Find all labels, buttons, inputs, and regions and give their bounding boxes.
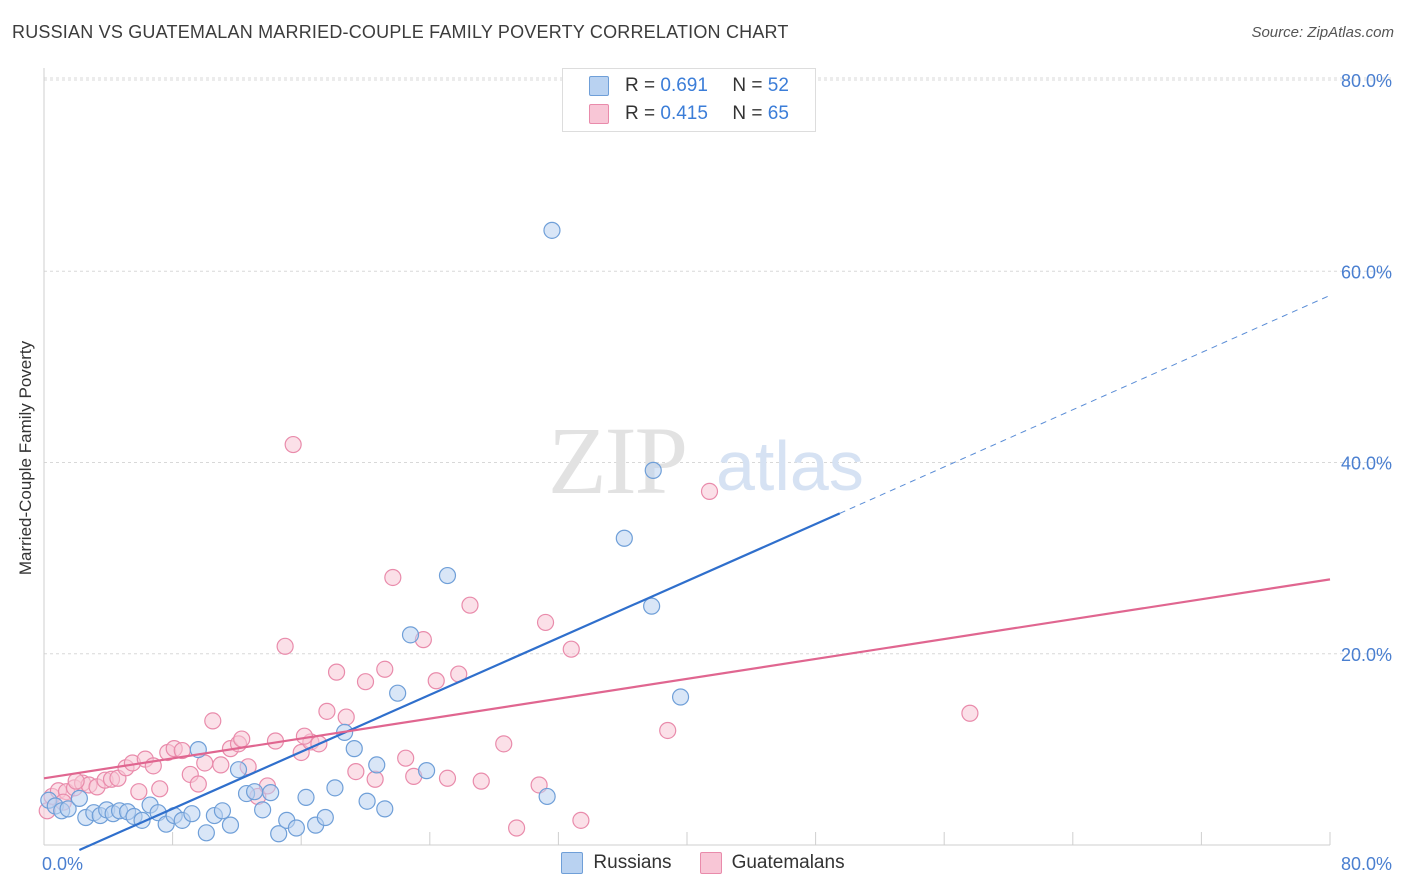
guatemalans-point [212,756,230,774]
russians-point [326,779,344,797]
guatemalans-n-label: N = [732,103,763,124]
russians-point [59,800,77,818]
russians-point [70,789,88,807]
guatemalans-trendline [43,578,1331,780]
russians-point [538,787,556,806]
y-tick-label: 60.0% [1341,262,1392,282]
russians-point [643,597,661,615]
guatemalans-point [427,672,445,690]
guatemalans-point [233,730,251,748]
russians-legend-swatch [561,852,584,874]
guatemalans-legend-label: Guatemalans [731,852,845,873]
guatemalans-point [204,712,222,730]
russians-point [270,825,288,843]
guatemalans-point [376,660,394,678]
guatemalans-point [572,811,590,829]
russians-point [368,756,386,774]
russians-point [297,788,315,807]
watermark-zip: ZIP [548,407,686,514]
russians-point [417,762,436,780]
axis-layer [43,68,1331,846]
guatemalans-point [495,735,513,753]
guatemalans-point [151,780,169,798]
russians-point [221,816,240,834]
legend-row-russians: R = 0.691 N = 52 [589,73,789,99]
legend-row-guatemalans: R = 0.415 N = 65 [589,101,789,127]
russians-point [245,783,264,801]
guatemalans-point [700,482,719,501]
guatemalans-swatch [589,104,609,124]
trendlines [43,294,1331,852]
russians-point [262,784,280,802]
guatemalans-point [337,708,355,726]
x-tick-label-min: 0.0% [42,854,83,874]
russians-point [671,688,690,706]
y-tick-label: 80.0% [1341,71,1392,91]
russians-trendline [78,512,841,852]
russians-point [287,819,305,837]
russians-point [401,626,420,644]
guatemalans-point [961,704,979,722]
guatemalans-r-value: 0.415 [660,103,708,124]
guatemalans-point [536,613,555,632]
russians-point [376,800,394,818]
watermark-atlas: atlas [716,427,864,505]
guatemalans-point [472,772,490,790]
russians-point [213,802,232,820]
russians-swatch [589,76,609,96]
guatemalans-point [318,702,336,720]
guatemalans-point [276,637,294,655]
correlation-legend: R = 0.691 N = 52 R = 0.415 N = 65 [562,68,816,132]
x-tick-label-max: 80.0% [1341,854,1392,874]
guatemalans-point [130,783,148,801]
guatemalans-point [347,762,365,781]
guatemalans-point [189,775,207,793]
legend-item-russians[interactable]: Russians [561,852,672,874]
guatemalans-point [562,640,580,658]
guatemalans-point [384,568,402,587]
russians-point [345,740,363,758]
russians-trendline-extension [839,294,1331,514]
watermark: ZIP atlas [548,407,864,514]
guatemalans-point [461,596,479,614]
russians-point [358,792,376,810]
y-tick-label: 20.0% [1341,645,1392,665]
y-tick-label: 40.0% [1341,454,1392,474]
russians-n-value: 52 [767,75,789,96]
russians-point [644,461,662,479]
guatemalans-point [508,819,526,837]
legend-item-guatemalans[interactable]: Guatemalans [699,852,845,874]
russians-points [40,221,690,843]
russians-r-value: 0.691 [660,75,708,96]
guatemalans-n-value: 65 [767,103,789,124]
russians-point [254,801,272,819]
russians-point [316,808,334,827]
russians-legend-label: Russians [593,852,672,873]
guatemalans-point [659,721,677,740]
russians-point [389,684,407,702]
guatemalans-point [67,772,85,790]
russians-point [438,566,457,585]
russians-point [543,221,561,239]
guatemalans-point [284,435,302,454]
guatemalans-legend-swatch [699,852,722,874]
tick-labels: 20.0% 40.0% 60.0% 80.0% 0.0% 80.0% [42,71,1392,874]
russians-n-label: N = [732,75,763,96]
russians-point [615,529,633,547]
guatemalans-point [438,769,457,787]
russians-r-label: R = [625,75,656,96]
russians-point [229,761,248,779]
guatemalans-point [397,749,415,767]
guatemalans-point [356,673,375,691]
russians-point [183,805,201,823]
guatemalans-point [366,770,384,788]
chart-title: RUSSIAN VS GUATEMALAN MARRIED-COUPLE FAM… [12,22,789,42]
guatemalans-point [327,663,346,681]
source-label: Source: ZipAtlas.com [1251,24,1394,41]
guatemalans-r-label: R = [625,103,656,124]
series-legend: Russians Guatemalans [0,852,1406,874]
russians-point [197,824,215,842]
guatemalans-points [38,435,979,837]
